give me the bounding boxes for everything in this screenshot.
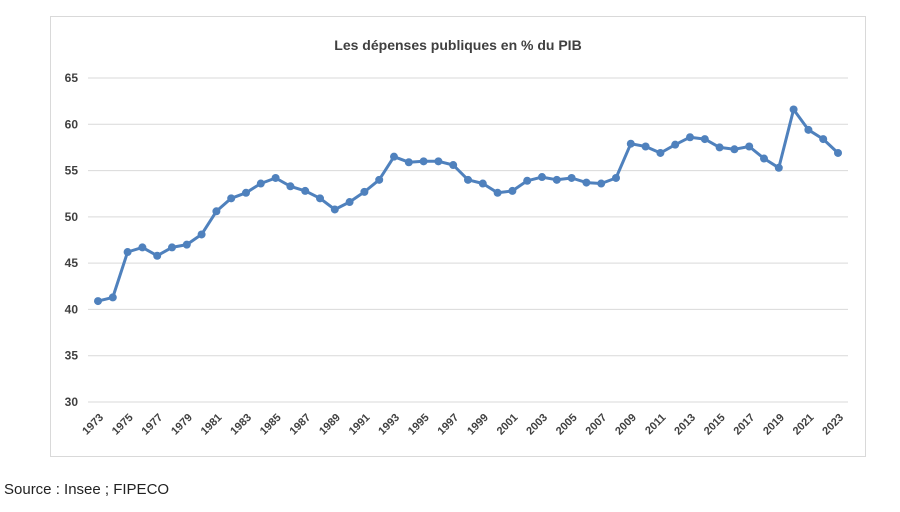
x-tick-label-2023: 2023 xyxy=(820,412,846,438)
x-tick-label-1995: 1995 xyxy=(406,412,432,438)
data-point-1995 xyxy=(419,157,428,166)
x-tick-label-1977: 1977 xyxy=(140,412,166,438)
data-point-1998 xyxy=(464,175,472,184)
x-tick-label-2007: 2007 xyxy=(584,412,610,438)
data-point-1976 xyxy=(138,243,147,252)
x-tick-label-1987: 1987 xyxy=(288,412,314,438)
series-group xyxy=(94,105,842,306)
x-tick-label-1975: 1975 xyxy=(110,412,136,438)
data-point-2016 xyxy=(730,145,739,154)
data-point-1987 xyxy=(301,186,310,195)
y-tick-label-60: 60 xyxy=(65,117,79,131)
data-point-2022 xyxy=(819,135,828,144)
source-note: Source : Insee ; FIPECO xyxy=(4,481,170,498)
data-point-2023 xyxy=(834,148,842,157)
data-point-2014 xyxy=(700,135,709,144)
data-point-2003 xyxy=(538,173,546,182)
x-tick-label-2011: 2011 xyxy=(643,412,668,437)
data-point-2001 xyxy=(508,186,517,195)
x-tick-label-1981: 1981 xyxy=(199,412,225,438)
x-tick-label-2003: 2003 xyxy=(524,412,550,438)
data-point-1979 xyxy=(182,240,191,249)
data-point-2009 xyxy=(626,139,635,148)
x-tick-label-2017: 2017 xyxy=(732,412,758,438)
x-tick-label-1993: 1993 xyxy=(376,412,402,438)
data-point-2011 xyxy=(656,148,665,157)
data-point-1993 xyxy=(390,152,398,161)
x-tick-label-2019: 2019 xyxy=(761,412,787,438)
data-point-2020 xyxy=(789,105,798,114)
y-tick-label-55: 55 xyxy=(65,164,79,178)
data-point-2006 xyxy=(582,178,591,187)
data-point-1992 xyxy=(375,175,384,184)
data-point-1983 xyxy=(242,188,250,197)
data-point-2004 xyxy=(552,175,561,184)
data-point-1991 xyxy=(360,187,369,196)
data-point-2012 xyxy=(671,140,680,149)
x-tick-label-1991: 1991 xyxy=(347,412,373,438)
data-point-2013 xyxy=(686,133,694,142)
data-point-2017 xyxy=(745,142,754,151)
y-tick-label-35: 35 xyxy=(65,349,79,363)
data-point-2010 xyxy=(641,142,650,151)
data-point-2018 xyxy=(760,154,768,163)
data-point-1988 xyxy=(316,194,324,203)
x-tick-label-2021: 2021 xyxy=(791,412,817,438)
data-point-1997 xyxy=(449,161,458,170)
y-tick-label-30: 30 xyxy=(65,395,79,409)
data-point-2008 xyxy=(612,173,620,182)
data-point-2005 xyxy=(567,173,576,182)
data-point-1975 xyxy=(123,248,132,257)
data-point-2015 xyxy=(715,143,724,152)
chart-frame xyxy=(50,16,866,457)
data-point-2019 xyxy=(774,163,783,172)
x-axis-ticks: 1973 1975 1977 1979 1981 1983 1985 1987 1989 1991… xyxy=(80,412,846,438)
data-point-1989 xyxy=(330,205,339,214)
x-tick-label-1979: 1979 xyxy=(169,412,195,438)
data-point-2007 xyxy=(597,179,606,188)
data-point-1978 xyxy=(168,243,176,252)
data-point-1981 xyxy=(212,207,221,216)
data-point-1990 xyxy=(345,198,354,207)
x-tick-label-1997: 1997 xyxy=(436,412,462,438)
y-tick-label-40: 40 xyxy=(65,302,79,316)
x-tick-label-2005: 2005 xyxy=(554,412,580,438)
data-point-1973 xyxy=(94,297,102,306)
x-tick-label-1983: 1983 xyxy=(228,412,254,438)
y-tick-label-45: 45 xyxy=(65,256,79,270)
y-axis-ticks: 30 35 40 45 50 55 60 65 xyxy=(65,71,79,409)
data-point-1982 xyxy=(227,194,236,203)
x-tick-label-1985: 1985 xyxy=(258,412,284,438)
x-tick-label-2013: 2013 xyxy=(672,412,698,438)
data-point-2021 xyxy=(804,125,813,134)
x-tick-label-1989: 1989 xyxy=(317,412,343,438)
x-tick-label-1973: 1973 xyxy=(80,412,106,438)
data-point-1994 xyxy=(404,158,413,167)
data-point-2000 xyxy=(493,188,502,197)
gridlines xyxy=(88,77,848,403)
data-point-1985 xyxy=(271,173,280,182)
x-tick-label-1999: 1999 xyxy=(465,412,491,438)
x-tick-label-2001: 2001 xyxy=(495,412,521,438)
data-point-1977 xyxy=(153,251,162,260)
data-point-1984 xyxy=(256,179,265,188)
y-tick-label-50: 50 xyxy=(65,210,79,224)
data-point-2002 xyxy=(523,176,532,185)
data-point-1974 xyxy=(108,293,117,302)
data-point-1980 xyxy=(197,230,206,239)
chart-title: Les dépenses publiques en % du PIB xyxy=(334,37,581,53)
y-tick-label-65: 65 xyxy=(65,71,79,85)
x-tick-label-2015: 2015 xyxy=(702,412,728,438)
x-tick-label-2009: 2009 xyxy=(613,412,639,438)
data-point-1996 xyxy=(434,157,443,166)
series-line-0 xyxy=(96,108,840,303)
data-point-1999 xyxy=(478,179,487,188)
data-point-1986 xyxy=(286,182,295,191)
